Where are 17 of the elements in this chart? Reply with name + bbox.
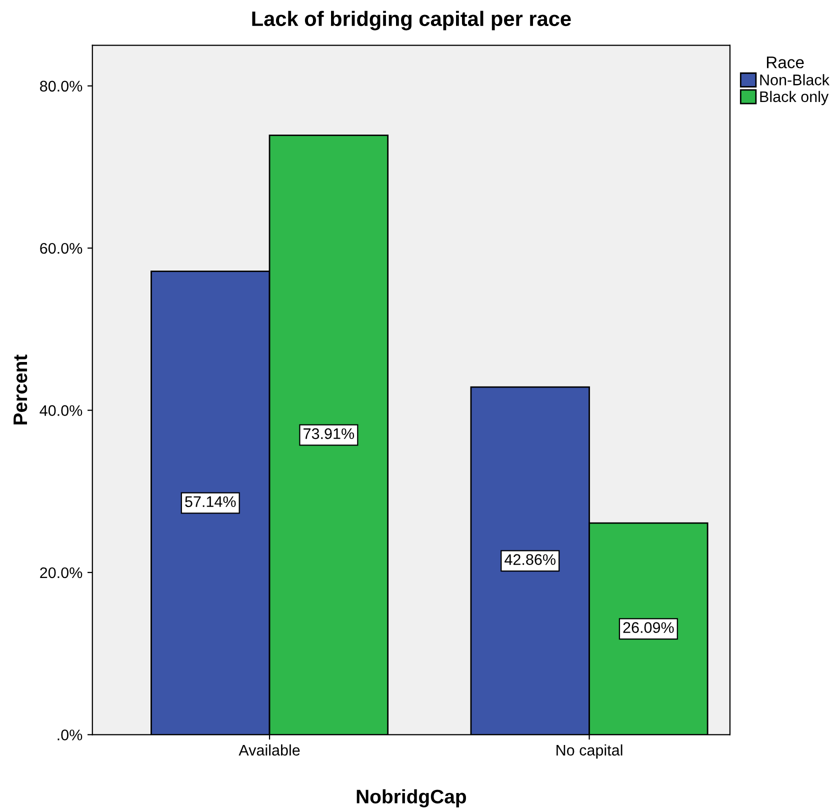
- x-axis-title: NobridgCap: [356, 789, 466, 808]
- legend-label: Black only: [760, 90, 829, 106]
- legend-label: Non-Black: [760, 74, 830, 86]
- data-label: 26.09%: [623, 622, 674, 633]
- x-tick-label: No capital: [556, 744, 622, 759]
- y-tick-label: .0%: [58, 730, 82, 740]
- y-tick-label: 20.0%: [40, 567, 82, 578]
- chart-title: Lack of bridging capital per race: [252, 10, 571, 30]
- y-tick-label: 60.0%: [40, 242, 82, 254]
- data-label: 57.14%: [185, 496, 236, 508]
- y-axis-title: Percent: [14, 354, 28, 424]
- data-label: 73.91%: [304, 428, 354, 440]
- x-tick-label: Available: [238, 744, 300, 756]
- data-label: 42.86%: [504, 554, 556, 565]
- y-tick-label: 80.0%: [40, 80, 82, 92]
- y-tick-label: 40.0%: [40, 405, 82, 416]
- legend-title: Race: [766, 56, 804, 68]
